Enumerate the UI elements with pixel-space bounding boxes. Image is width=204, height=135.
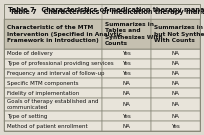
Text: Mode of delivery: Mode of delivery	[7, 51, 53, 56]
Bar	[151, 88, 200, 98]
Text: Summarizes in Table
but Not Synthesize
With Counts: Summarizes in Table but Not Synthesize W…	[154, 25, 204, 43]
Text: Yes: Yes	[171, 124, 180, 129]
Bar	[102, 98, 151, 111]
Text: NA: NA	[123, 102, 130, 107]
Text: NA: NA	[123, 124, 130, 129]
Text: Table 7   Characteristics of medication therapy management interventions: Table 7 Characteristics of medication th…	[8, 8, 204, 14]
Bar	[4, 4, 200, 19]
Text: Frequency and interval of follow-up: Frequency and interval of follow-up	[7, 71, 104, 76]
Text: Type of professional providing services: Type of professional providing services	[7, 61, 114, 66]
Bar	[4, 78, 102, 88]
Bar	[4, 111, 102, 121]
Text: NA: NA	[172, 114, 180, 119]
Bar	[4, 19, 102, 49]
Text: Summarizes in
Tables and
Synthesizes With
Counts: Summarizes in Tables and Synthesizes Wit…	[105, 22, 163, 46]
Text: Type of setting: Type of setting	[7, 114, 47, 119]
Bar	[102, 69, 151, 78]
Text: Table 7   Characteristics of medication therapy management interventions: Table 7 Characteristics of medication th…	[10, 9, 204, 14]
Bar	[102, 49, 151, 59]
Bar	[4, 69, 102, 78]
Bar	[151, 69, 200, 78]
Text: Yes: Yes	[122, 61, 131, 66]
Bar	[102, 121, 151, 131]
Bar	[4, 4, 200, 17]
Bar	[151, 78, 200, 88]
Text: Fidelity of implementation: Fidelity of implementation	[7, 91, 79, 96]
Bar	[151, 121, 200, 131]
Text: NA: NA	[172, 61, 180, 66]
Text: NA: NA	[172, 102, 180, 107]
Bar	[4, 121, 102, 131]
Bar	[4, 59, 102, 69]
Text: Yes: Yes	[122, 114, 131, 119]
Bar	[4, 49, 102, 59]
Text: Characteristic of the MTM
Intervention (Specified in Analytic
Framework in Intro: Characteristic of the MTM Intervention (…	[7, 25, 122, 43]
Text: Goals of therapy established and
communicated: Goals of therapy established and communi…	[7, 99, 99, 110]
Bar	[151, 111, 200, 121]
Text: NA: NA	[123, 81, 130, 86]
Bar	[151, 59, 200, 69]
Bar	[102, 59, 151, 69]
Text: NA: NA	[123, 91, 130, 96]
Text: Specific MTM components: Specific MTM components	[7, 81, 79, 86]
Text: NA: NA	[172, 91, 180, 96]
Bar	[151, 19, 200, 49]
Bar	[151, 98, 200, 111]
Text: Yes: Yes	[122, 51, 131, 56]
Bar	[102, 19, 151, 49]
Text: NA: NA	[172, 71, 180, 76]
Bar	[102, 78, 151, 88]
Bar	[102, 111, 151, 121]
Text: NA: NA	[172, 81, 180, 86]
Bar	[4, 98, 102, 111]
Text: Method of patient enrollment: Method of patient enrollment	[7, 124, 88, 129]
Text: NA: NA	[172, 51, 180, 56]
Text: Yes: Yes	[122, 71, 131, 76]
Bar	[4, 88, 102, 98]
Bar	[151, 49, 200, 59]
Bar	[102, 88, 151, 98]
